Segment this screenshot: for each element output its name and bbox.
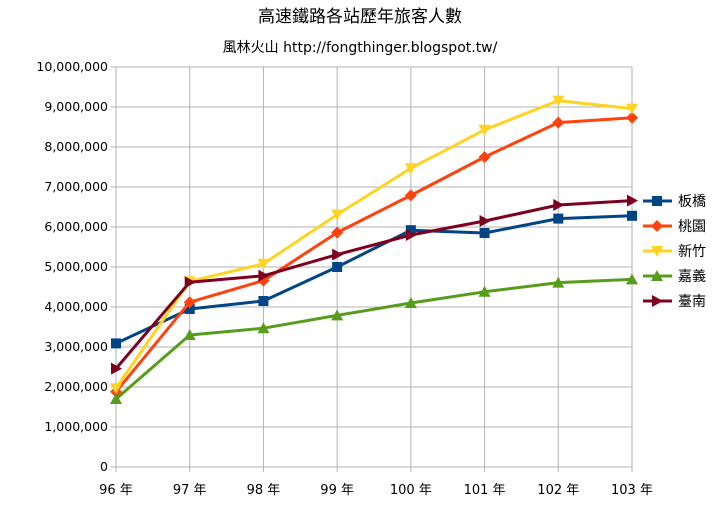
legend-item: 新竹 xyxy=(643,244,706,260)
axes: 0 1,000,000 2,000,000 3,000,000 4,000,000 5,0… xyxy=(36,59,653,498)
data-point xyxy=(332,248,344,261)
grid xyxy=(115,66,633,468)
data-point xyxy=(552,276,565,288)
x-tick-label: 103 年 xyxy=(611,483,653,498)
data-point xyxy=(331,226,344,239)
legend-label: 嘉義 xyxy=(678,268,706,285)
x-tick-label: 102 年 xyxy=(537,483,579,498)
data-point xyxy=(404,163,417,175)
legend-label: 新竹 xyxy=(678,244,706,260)
data-point xyxy=(552,116,565,129)
data-point xyxy=(332,262,343,272)
data-point xyxy=(627,194,638,207)
data-point xyxy=(405,229,417,241)
data-point xyxy=(331,309,344,321)
data-point xyxy=(626,103,638,115)
series-4 xyxy=(110,273,638,404)
data-point xyxy=(111,362,122,375)
data-point xyxy=(404,297,417,308)
series-line xyxy=(114,99,633,390)
y-tick-label: 6,000,000 xyxy=(44,219,108,234)
legend-swatch-marker xyxy=(651,220,663,232)
data-point xyxy=(258,269,270,282)
legend-swatch-marker xyxy=(651,246,663,257)
data-point xyxy=(478,124,491,136)
y-tick-label: 2,000,000 xyxy=(44,379,108,394)
data-point xyxy=(405,225,416,236)
legend-swatch-marker xyxy=(652,295,663,307)
x-tick-label: 98 年 xyxy=(247,483,281,498)
legend-item: 嘉義 xyxy=(643,268,706,285)
data-point xyxy=(257,322,270,334)
chart-subtitle: 風林火山 http://fongthinger.blogspot.tw/ xyxy=(223,40,498,56)
y-tick-label: 3,000,000 xyxy=(44,339,108,354)
series-line xyxy=(114,199,633,370)
legend-label: 臺南 xyxy=(678,294,706,310)
data-point xyxy=(552,95,565,107)
legend-label: 桃園 xyxy=(678,219,706,235)
series-5 xyxy=(111,194,638,375)
data-point xyxy=(626,111,638,124)
data-point xyxy=(257,258,270,270)
x-tick-label: 100 年 xyxy=(390,483,432,498)
y-tick-label: 9,000,000 xyxy=(44,99,108,114)
series-line xyxy=(115,277,633,401)
series-2 xyxy=(110,111,638,398)
data-point xyxy=(553,199,565,211)
data-point xyxy=(110,383,122,395)
legend-item: 桃園 xyxy=(643,219,706,235)
series-layer xyxy=(110,95,638,404)
x-tick-label: 99 年 xyxy=(320,483,354,498)
data-point xyxy=(479,215,491,227)
data-point xyxy=(110,393,122,404)
data-point xyxy=(331,209,344,221)
y-tick-label: 8,000,000 xyxy=(44,139,108,154)
x-tick-label: 97 年 xyxy=(173,483,207,498)
chart-title: 高速鐵路各站歷年旅客人數 xyxy=(258,7,462,27)
data-point xyxy=(184,304,195,314)
plot-area xyxy=(115,66,633,468)
data-point xyxy=(627,210,637,221)
legend-item: 板橋 xyxy=(643,194,706,210)
data-point xyxy=(553,213,564,224)
data-point xyxy=(184,276,196,289)
data-point xyxy=(626,273,638,285)
x-tick-label: 96 年 xyxy=(99,483,133,498)
y-tick-label: 10,000,000 xyxy=(36,59,108,74)
data-point xyxy=(258,296,269,306)
y-tick-label: 7,000,000 xyxy=(44,179,108,194)
data-point xyxy=(111,338,121,349)
y-tick-label: 5,000,000 xyxy=(44,259,108,274)
series-1 xyxy=(111,210,637,349)
legend-item: 臺南 xyxy=(643,294,706,310)
series-line xyxy=(114,116,633,393)
legend-swatch-marker xyxy=(651,270,663,281)
data-point xyxy=(479,228,490,238)
y-tick-label: 0 xyxy=(100,459,108,474)
series-line xyxy=(115,214,633,345)
y-tick-label: 4,000,000 xyxy=(44,299,108,314)
data-point xyxy=(478,151,491,163)
x-tick-label: 101 年 xyxy=(464,483,506,498)
data-point xyxy=(183,329,196,340)
data-point xyxy=(404,189,417,202)
data-point xyxy=(478,285,491,297)
y-tick-label: 1,000,000 xyxy=(44,419,108,434)
data-point xyxy=(183,296,196,309)
legend-swatch-marker xyxy=(652,196,662,206)
legend-label: 板橋 xyxy=(678,194,706,210)
